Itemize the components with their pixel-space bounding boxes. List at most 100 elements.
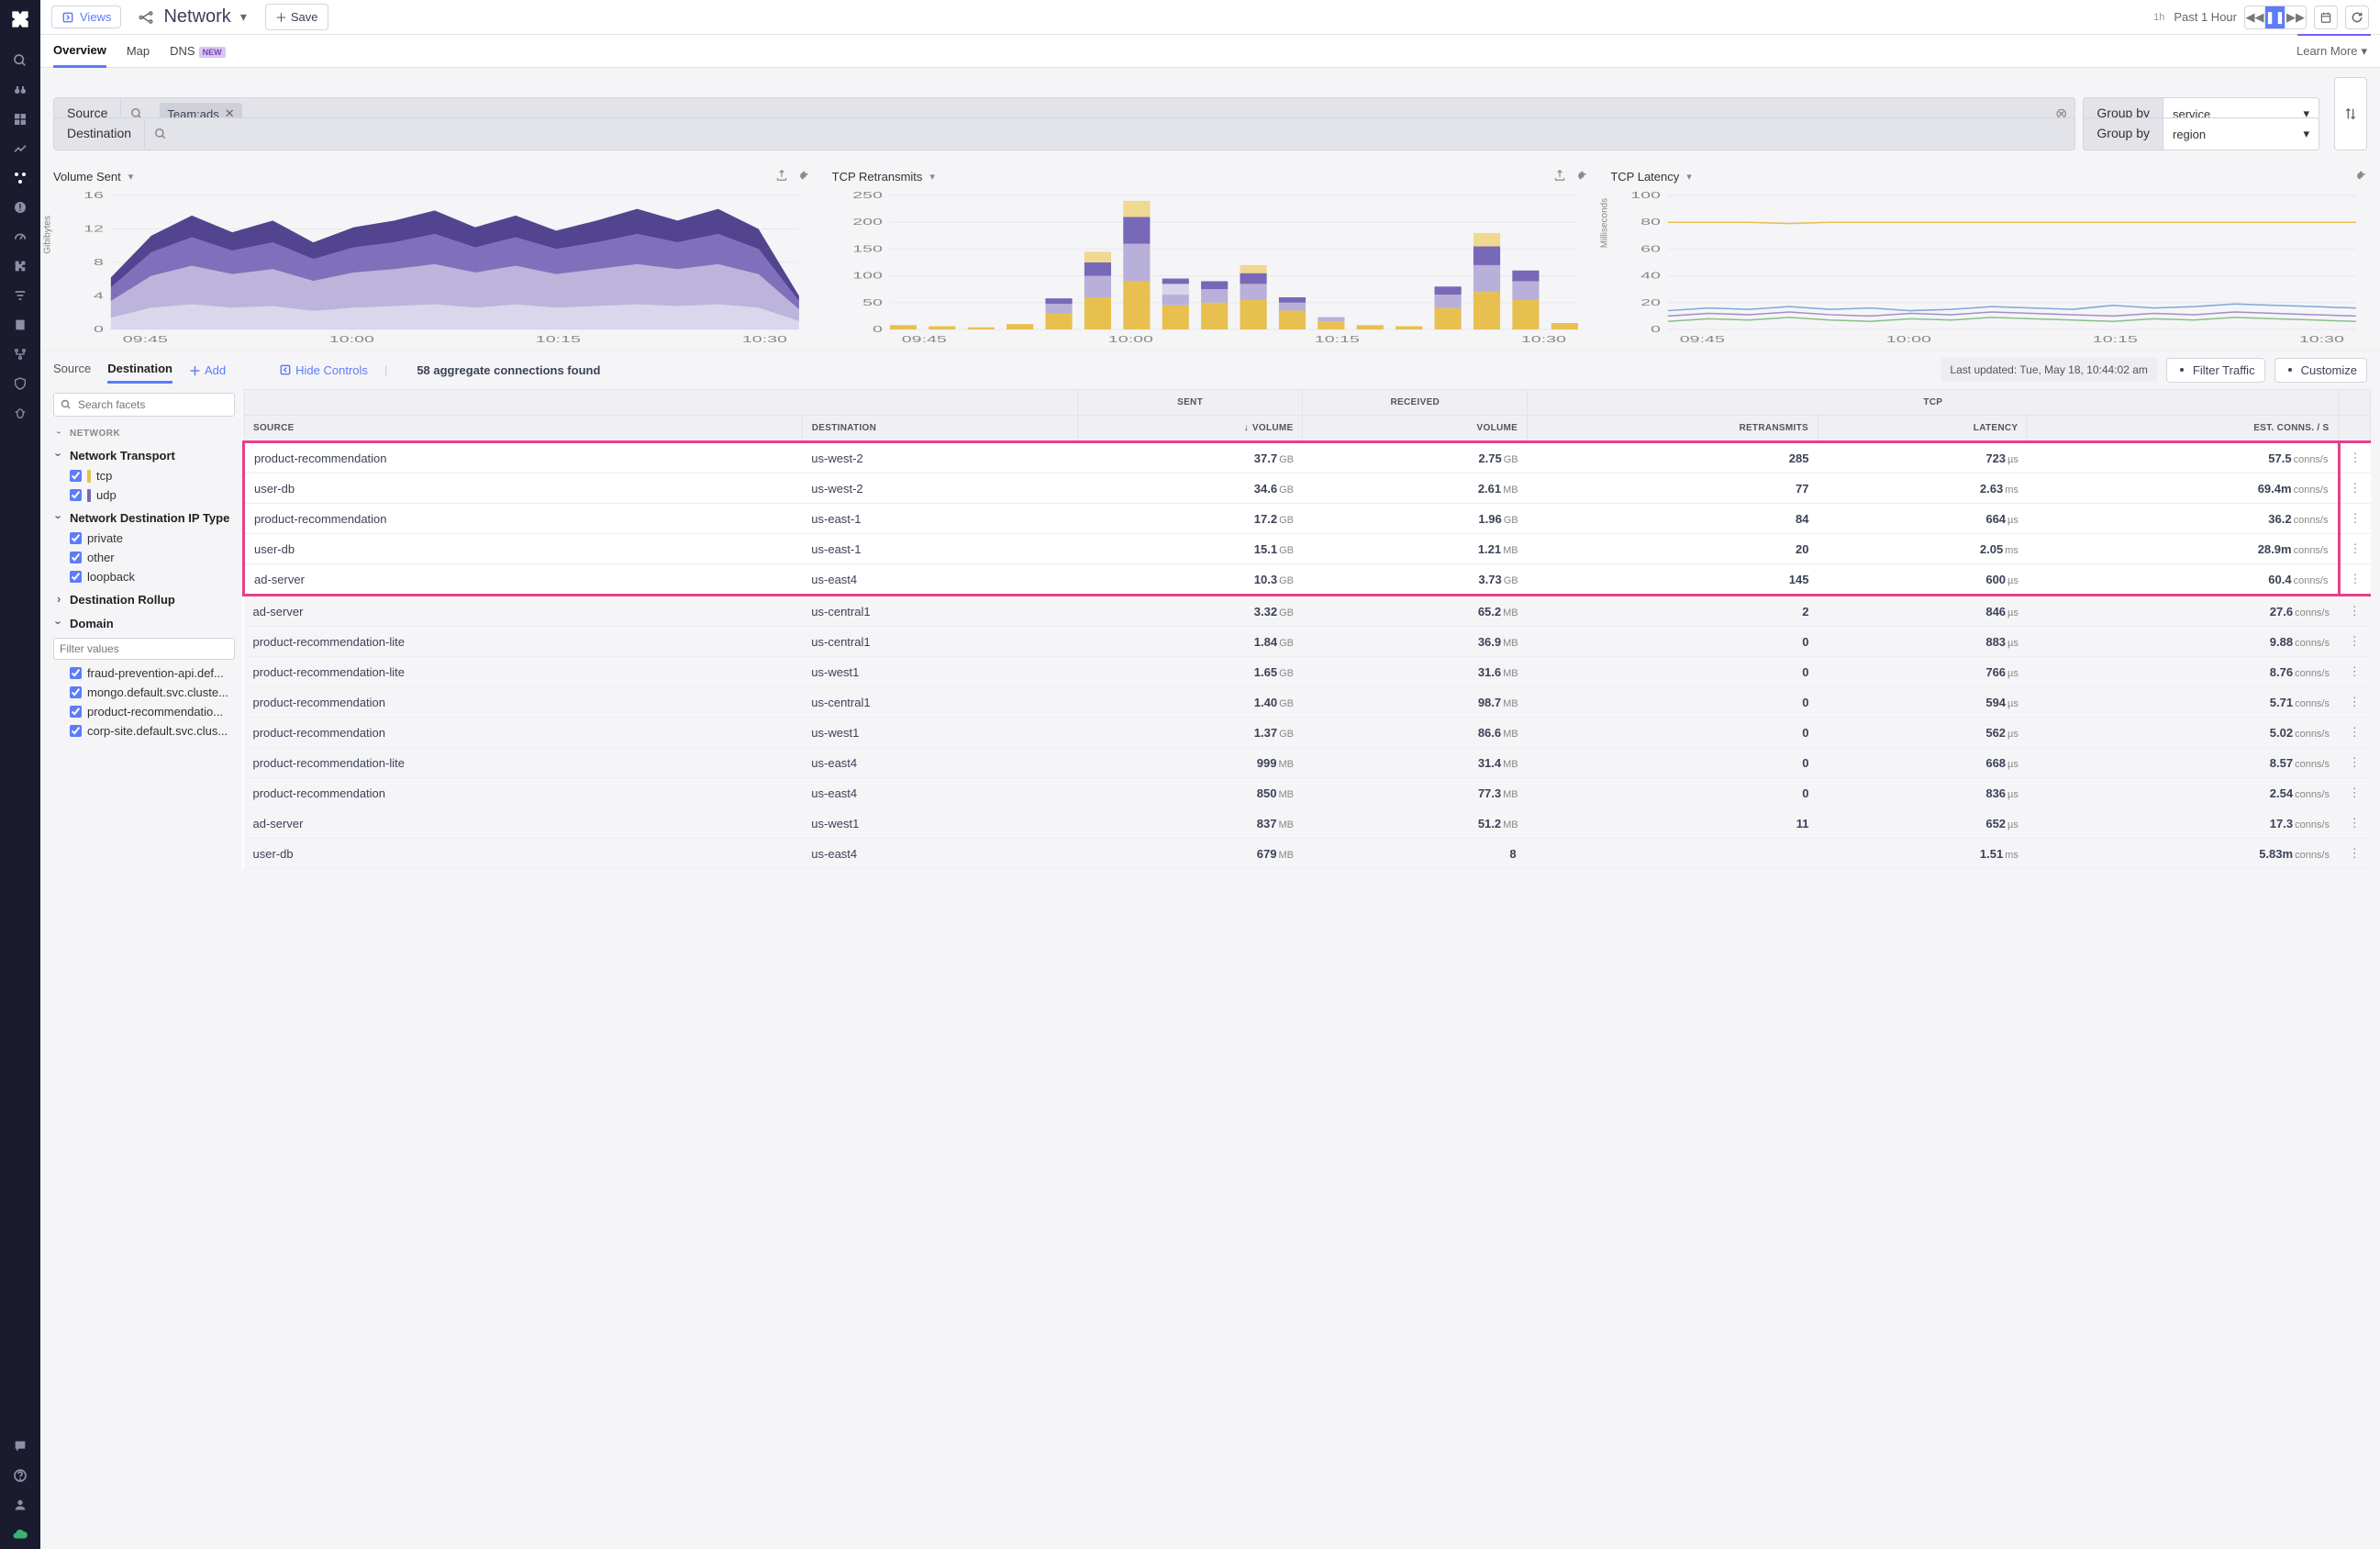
facet-section-iptype[interactable]: Network Destination IP Type — [53, 505, 235, 529]
chevron-down-icon[interactable]: ▾ — [128, 171, 134, 183]
book-icon[interactable] — [0, 310, 40, 340]
dest-filter-input[interactable] — [176, 117, 2075, 150]
refresh-button[interactable] — [2345, 6, 2369, 29]
pause-button[interactable]: ❚❚ — [2265, 6, 2285, 28]
filter-traffic-button[interactable]: Filter Traffic — [2166, 358, 2265, 383]
chevron-down-icon[interactable]: ▾ — [240, 9, 247, 25]
chat-icon[interactable] — [0, 1432, 40, 1461]
table-row[interactable]: product-recommendation us-east-1 17.2GB … — [244, 504, 2371, 534]
shield-icon[interactable] — [0, 369, 40, 398]
facet-checkbox[interactable] — [70, 706, 82, 718]
filter-values-input[interactable] — [53, 638, 235, 660]
facet-item[interactable]: tcp — [53, 466, 235, 485]
facet-group-network[interactable]: NETWORK — [53, 422, 235, 442]
search-icon[interactable] — [0, 46, 40, 75]
table-row[interactable]: user-db us-east4 679MB 8 1.51ms 5.83mcon… — [244, 839, 2371, 869]
views-button[interactable]: Views — [51, 6, 121, 28]
binoculars-icon[interactable] — [0, 75, 40, 105]
col-source[interactable]: SOURCE — [244, 416, 803, 442]
gear-icon[interactable] — [1575, 169, 1588, 184]
table-row[interactable]: product-recommendation us-central1 1.40G… — [244, 687, 2371, 718]
facet-checkbox[interactable] — [70, 686, 82, 698]
gear-icon[interactable] — [2354, 169, 2367, 184]
facet-checkbox[interactable] — [70, 667, 82, 679]
customize-button[interactable]: Customize — [2274, 358, 2367, 383]
row-menu-icon[interactable]: ⋮ — [2339, 627, 2371, 657]
facet-checkbox[interactable] — [70, 532, 82, 544]
col-retransmits[interactable]: RETRANSMITS — [1528, 416, 1818, 442]
gear-icon[interactable] — [797, 169, 810, 184]
chart-icon[interactable] — [0, 134, 40, 163]
destination-tab[interactable]: Destination — [107, 356, 172, 384]
source-tab[interactable]: Source — [53, 356, 91, 384]
table-row[interactable]: product-recommendation-lite us-central1 … — [244, 627, 2371, 657]
facet-checkbox[interactable] — [70, 552, 82, 563]
filter-icon[interactable] — [0, 281, 40, 310]
facet-checkbox[interactable] — [70, 571, 82, 583]
help-icon[interactable] — [0, 1461, 40, 1490]
add-button[interactable]: ＋Add — [189, 362, 226, 379]
col-destination[interactable]: DESTINATION — [802, 416, 1077, 442]
table-row[interactable]: product-recommendation us-west1 1.37GB 8… — [244, 718, 2371, 748]
forward-button[interactable]: ▶▶ — [2285, 6, 2306, 28]
row-menu-icon[interactable]: ⋮ — [2339, 687, 2371, 718]
row-menu-icon[interactable]: ⋮ — [2339, 657, 2371, 687]
facet-item[interactable]: fraud-prevention-api.def... — [53, 663, 235, 683]
row-menu-icon[interactable]: ⋮ — [2339, 442, 2371, 474]
table-row[interactable]: ad-server us-east4 10.3GB 3.73GB 145 600… — [244, 564, 2371, 596]
table-row[interactable]: product-recommendation-lite us-west1 1.6… — [244, 657, 2371, 687]
table-row[interactable]: user-db us-west-2 34.6GB 2.61MB 77 2.63m… — [244, 474, 2371, 504]
row-menu-icon[interactable]: ⋮ — [2339, 718, 2371, 748]
facet-checkbox[interactable] — [70, 489, 82, 501]
facet-item[interactable]: corp-site.default.svc.clus... — [53, 721, 235, 741]
rewind-button[interactable]: ◀◀ — [2245, 6, 2265, 28]
tab-overview[interactable]: Overview — [53, 35, 106, 68]
facet-checkbox[interactable] — [70, 470, 82, 482]
facet-item[interactable]: product-recommendatio... — [53, 702, 235, 721]
time-range-label[interactable]: Past 1 Hour — [2174, 10, 2237, 24]
chevron-down-icon[interactable]: ▾ — [929, 171, 935, 183]
col-volume-sent[interactable]: ↓VOLUME — [1077, 416, 1303, 442]
facet-item[interactable]: udp — [53, 485, 235, 505]
facet-section-domain[interactable]: Domain — [53, 610, 235, 634]
facet-item[interactable]: mongo.default.svc.cluste... — [53, 683, 235, 702]
facet-checkbox[interactable] — [70, 725, 82, 737]
puzzle-icon[interactable] — [0, 251, 40, 281]
gauge-icon[interactable] — [0, 222, 40, 251]
logo-icon[interactable] — [6, 6, 34, 33]
learn-more-link[interactable]: Learn More ▾ — [2297, 44, 2367, 59]
table-row[interactable]: product-recommendation-lite us-east4 999… — [244, 748, 2371, 778]
row-menu-icon[interactable]: ⋮ — [2339, 534, 2371, 564]
row-menu-icon[interactable]: ⋮ — [2339, 564, 2371, 596]
row-menu-icon[interactable]: ⋮ — [2339, 778, 2371, 808]
dashboard-icon[interactable] — [0, 105, 40, 134]
groupby-dest-select[interactable]: region▾ — [2163, 117, 2319, 150]
hide-controls-button[interactable]: Hide Controls — [279, 363, 368, 377]
facet-search-input[interactable] — [53, 393, 235, 417]
export-icon[interactable] — [1553, 169, 1566, 184]
swap-button[interactable] — [2334, 77, 2367, 150]
chevron-down-icon[interactable]: ▾ — [1686, 171, 1692, 183]
tab-map[interactable]: Map — [127, 36, 150, 66]
facet-item[interactable]: other — [53, 548, 235, 567]
col-volume-received[interactable]: VOLUME — [1303, 416, 1528, 442]
flow-icon[interactable] — [0, 340, 40, 369]
row-menu-icon[interactable]: ⋮ — [2339, 748, 2371, 778]
row-menu-icon[interactable]: ⋮ — [2339, 808, 2371, 839]
table-row[interactable]: user-db us-east-1 15.1GB 1.21MB 20 2.05m… — [244, 534, 2371, 564]
table-row[interactable]: product-recommendation us-west-2 37.7GB … — [244, 442, 2371, 474]
cloud-icon[interactable] — [0, 1520, 40, 1549]
calendar-button[interactable] — [2314, 6, 2338, 29]
table-row[interactable]: product-recommendation us-east4 850MB 77… — [244, 778, 2371, 808]
facet-item[interactable]: private — [53, 529, 235, 548]
row-menu-icon[interactable]: ⋮ — [2339, 839, 2371, 869]
user-icon[interactable] — [0, 1490, 40, 1520]
col-latency[interactable]: LATENCY — [1818, 416, 2027, 442]
row-menu-icon[interactable]: ⋮ — [2339, 504, 2371, 534]
save-button[interactable]: ＋Save — [265, 4, 328, 30]
alert-icon[interactable] — [0, 193, 40, 222]
row-menu-icon[interactable]: ⋮ — [2339, 596, 2371, 627]
row-menu-icon[interactable]: ⋮ — [2339, 474, 2371, 504]
dest-search-icon[interactable] — [145, 117, 176, 150]
table-row[interactable]: ad-server us-central1 3.32GB 65.2MB 2 84… — [244, 596, 2371, 627]
